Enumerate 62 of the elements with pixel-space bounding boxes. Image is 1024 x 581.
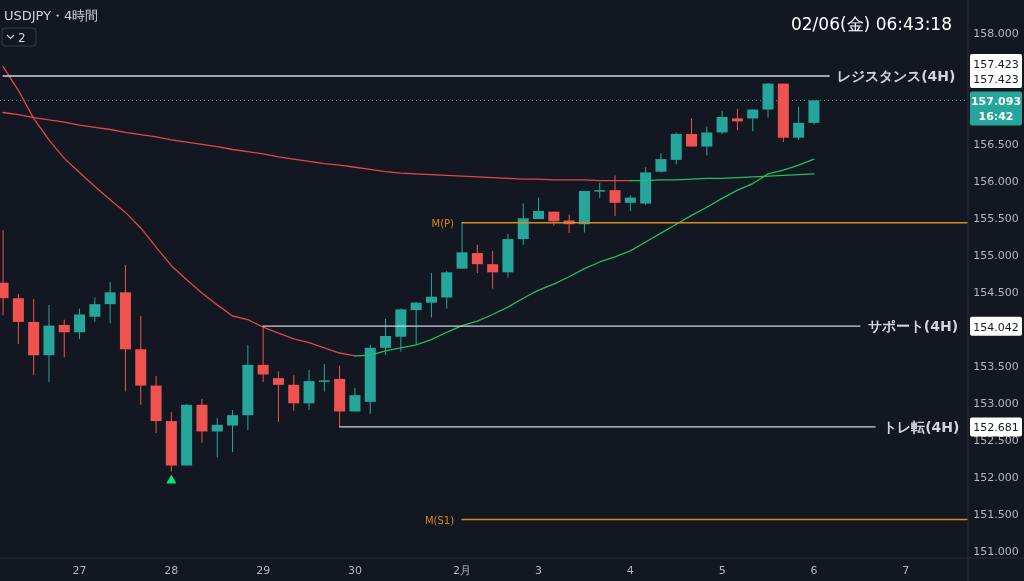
candlestick bbox=[425, 272, 437, 318]
candlestick bbox=[12, 293, 24, 345]
candlestick bbox=[89, 297, 101, 323]
y-tick-label: 151.000 bbox=[973, 545, 1019, 559]
y-tick-label: 155.500 bbox=[973, 212, 1019, 226]
candlestick bbox=[487, 250, 499, 290]
candlestick bbox=[793, 106, 805, 141]
candlestick bbox=[74, 308, 86, 340]
y-tick-label: 154.500 bbox=[973, 286, 1019, 300]
x-tick-label: 30 bbox=[347, 564, 362, 577]
candlestick bbox=[716, 110, 728, 135]
series-label: トレ転(4H) bbox=[883, 418, 960, 435]
y-tick-label: 151.500 bbox=[973, 508, 1019, 522]
candlestick bbox=[380, 318, 392, 356]
text: 154.042 bbox=[973, 320, 1019, 334]
x-tick-label: 7 bbox=[902, 564, 910, 577]
y-tick-label: 152.500 bbox=[973, 434, 1019, 448]
y-tick-label: 152.000 bbox=[973, 471, 1019, 485]
y-tick-label: 153.000 bbox=[973, 397, 1019, 411]
text: USDJPY・4時間 bbox=[4, 8, 99, 23]
candlestick bbox=[272, 371, 284, 423]
candlestick bbox=[211, 417, 223, 458]
x-tick-label: 2月 bbox=[453, 564, 472, 577]
text: 02/06(金) 06:43:18 bbox=[790, 14, 952, 34]
x-tick-label: 5 bbox=[718, 564, 726, 577]
candlestick bbox=[303, 369, 315, 411]
series-label: M(S1) bbox=[424, 514, 455, 526]
series-label: レジスタンス(4H) bbox=[837, 68, 956, 84]
candlestick bbox=[257, 325, 269, 383]
candlestick bbox=[471, 244, 483, 274]
x-tick-label: 27 bbox=[72, 564, 87, 577]
annotation: 2 bbox=[18, 31, 26, 45]
x-tick-label: 6 bbox=[810, 564, 818, 577]
text: 152.681 bbox=[973, 421, 1019, 435]
candlestick bbox=[701, 126, 713, 156]
y-tick-label: 156.000 bbox=[973, 175, 1019, 189]
candlestick bbox=[58, 319, 70, 358]
series-label: M(P) bbox=[431, 217, 455, 229]
candlestick bbox=[318, 363, 330, 392]
candlestick bbox=[731, 108, 743, 131]
candlestick bbox=[609, 174, 621, 217]
text: 157.423 bbox=[973, 73, 1019, 86]
candlestick bbox=[227, 409, 239, 453]
x-tick-label: 4 bbox=[626, 564, 634, 577]
y-tick-label: 156.500 bbox=[973, 138, 1019, 152]
y-tick-label: 155.000 bbox=[973, 249, 1019, 263]
text: 16:42 bbox=[978, 110, 1014, 124]
y-tick-label: 153.500 bbox=[973, 360, 1019, 374]
x-tick-label: 3 bbox=[535, 564, 543, 577]
candlestick bbox=[456, 222, 468, 270]
candlestick bbox=[288, 374, 300, 412]
text: 157.423 bbox=[973, 58, 1019, 71]
candlestick bbox=[410, 301, 422, 345]
candlestick bbox=[686, 117, 698, 148]
candlestick bbox=[517, 203, 529, 246]
y-tick-label: 158.000 bbox=[973, 27, 1019, 41]
text: 157.093 bbox=[970, 95, 1022, 109]
line-series bbox=[354, 158, 815, 357]
series-label: サポート(4H) bbox=[867, 318, 959, 335]
x-tick-label: 28 bbox=[164, 564, 179, 577]
candlestick bbox=[104, 281, 116, 324]
x-tick-label: 29 bbox=[256, 564, 271, 577]
